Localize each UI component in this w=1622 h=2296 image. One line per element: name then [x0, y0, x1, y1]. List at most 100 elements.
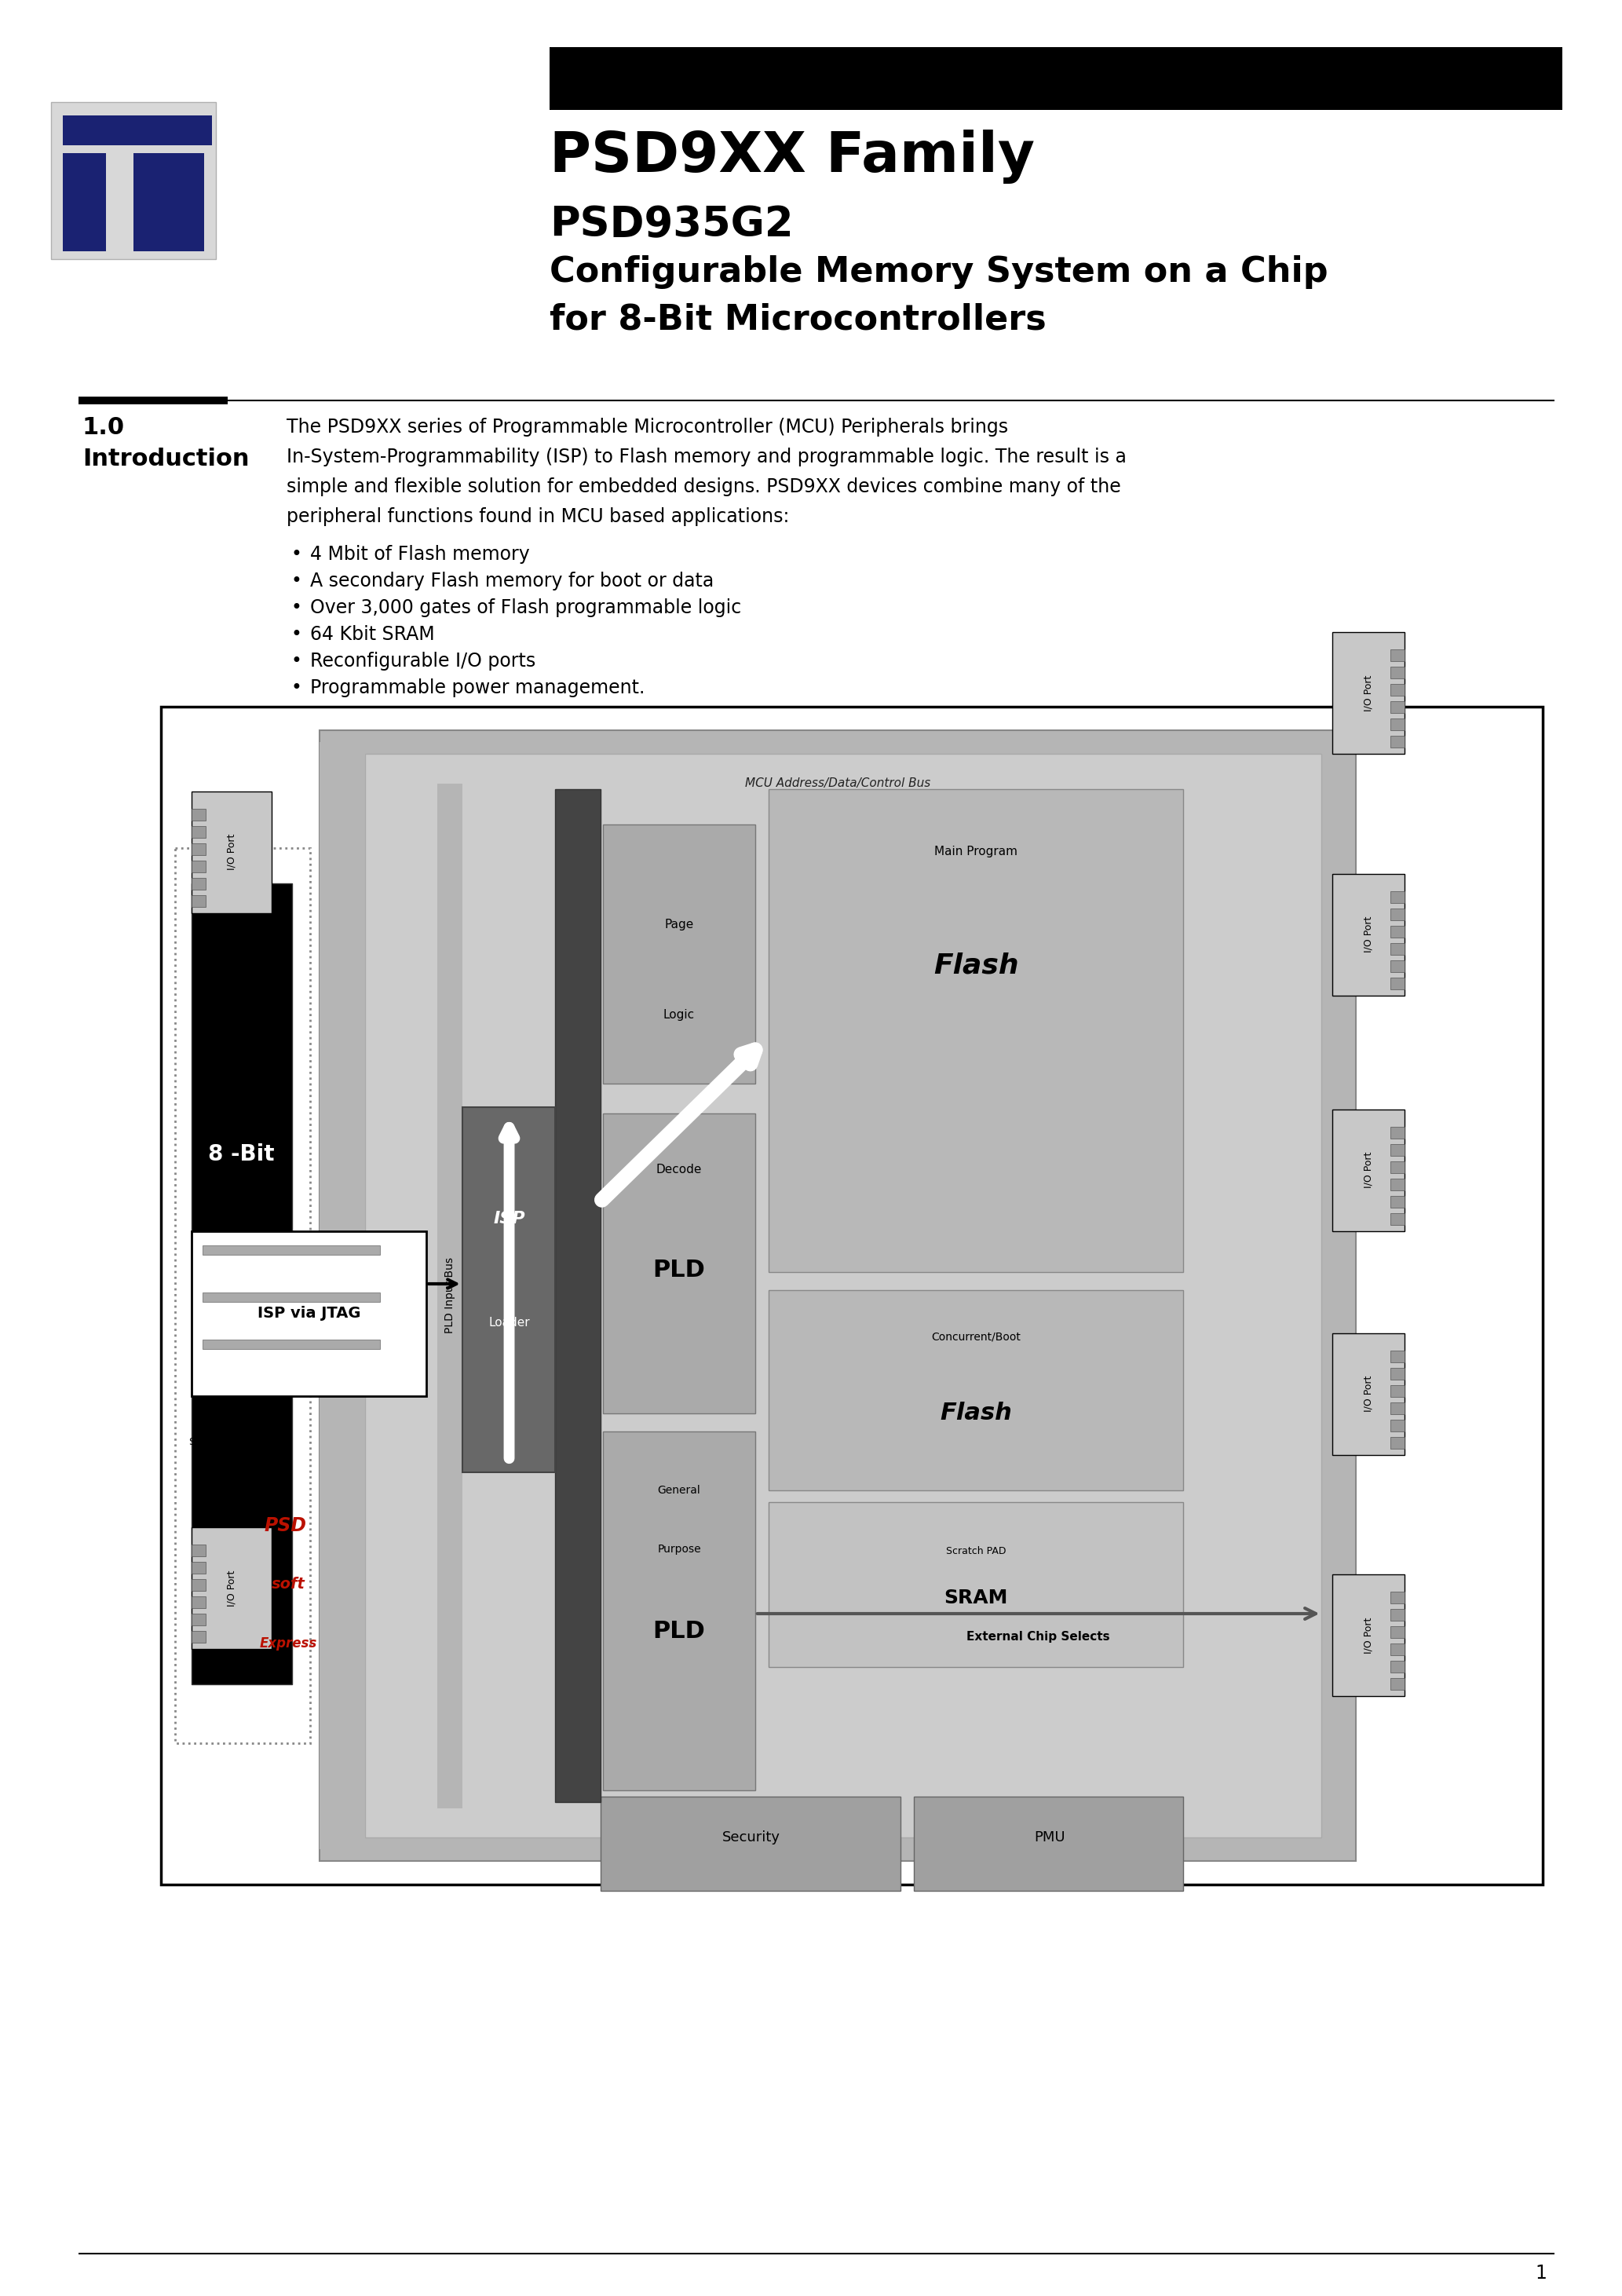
- Bar: [1390, 978, 1405, 990]
- Bar: [203, 1293, 380, 1302]
- Bar: [769, 1502, 1184, 1667]
- Bar: [438, 783, 462, 1807]
- Bar: [320, 742, 365, 1848]
- Text: soft: soft: [271, 1577, 305, 1591]
- Bar: [1390, 909, 1405, 921]
- Text: Logic: Logic: [663, 1010, 694, 1022]
- Text: I/O Port: I/O Port: [1364, 675, 1374, 712]
- Text: Introduction: Introduction: [83, 448, 250, 471]
- Bar: [1390, 735, 1405, 748]
- Text: Supported: Supported: [188, 1437, 240, 1446]
- Text: PSD: PSD: [264, 1515, 307, 1534]
- Text: Express: Express: [260, 1637, 316, 1651]
- Text: Scratch PAD: Scratch PAD: [946, 1545, 1006, 1557]
- Bar: [133, 154, 204, 250]
- Text: Concurrent/Boot: Concurrent/Boot: [931, 1332, 1020, 1343]
- Bar: [1333, 1109, 1405, 1231]
- Text: 64 Kbit SRAM: 64 Kbit SRAM: [310, 625, 435, 643]
- Text: ISP via JTAG: ISP via JTAG: [258, 1306, 360, 1320]
- Bar: [191, 792, 271, 914]
- Bar: [1390, 1350, 1405, 1362]
- Text: Loader: Loader: [488, 1318, 530, 1329]
- Bar: [1333, 1334, 1405, 1456]
- Text: In-System-Programmability (ISP) to Flash memory and programmable logic. The resu: In-System-Programmability (ISP) to Flash…: [287, 448, 1127, 466]
- Bar: [603, 1430, 756, 1791]
- Text: PMU: PMU: [1033, 1830, 1066, 1844]
- Bar: [769, 1290, 1184, 1490]
- Text: Programmable power management.: Programmable power management.: [310, 677, 646, 698]
- Bar: [175, 847, 310, 1743]
- Bar: [1390, 1591, 1405, 1603]
- Text: Decode: Decode: [657, 1164, 702, 1176]
- Text: •: •: [290, 677, 302, 698]
- Bar: [191, 877, 206, 889]
- Bar: [555, 790, 600, 1802]
- Bar: [1390, 684, 1405, 696]
- Bar: [1390, 1178, 1405, 1189]
- Bar: [1390, 700, 1405, 714]
- Text: •: •: [290, 599, 302, 618]
- Text: I/O Port: I/O Port: [227, 833, 237, 870]
- Text: Security: Security: [722, 1830, 780, 1844]
- Text: PLD Input Bus: PLD Input Bus: [444, 1258, 456, 1334]
- Bar: [161, 707, 1543, 1885]
- Text: PLD: PLD: [652, 1621, 706, 1642]
- Text: Flash: Flash: [934, 953, 1019, 978]
- Text: MCU Interface: MCU Interface: [334, 1244, 349, 1348]
- Text: Purpose: Purpose: [657, 1543, 701, 1554]
- Bar: [191, 1545, 206, 1557]
- Text: The PSD9XX series of Programmable Microcontroller (MCU) Peripherals brings: The PSD9XX series of Programmable Microc…: [287, 418, 1009, 436]
- Bar: [1390, 650, 1405, 661]
- Bar: [191, 808, 206, 820]
- Bar: [1390, 719, 1405, 730]
- Bar: [191, 1596, 206, 1607]
- Bar: [365, 753, 1322, 1837]
- Text: Page: Page: [665, 918, 694, 930]
- Text: 1.0: 1.0: [83, 416, 125, 439]
- Text: •: •: [290, 544, 302, 565]
- Bar: [1390, 1660, 1405, 1671]
- Bar: [1390, 1678, 1405, 1690]
- Bar: [320, 730, 1356, 1862]
- Bar: [203, 1339, 380, 1348]
- Text: •: •: [290, 572, 302, 590]
- Text: •: •: [290, 652, 302, 670]
- Text: Reconfigurable I/O ports: Reconfigurable I/O ports: [310, 652, 535, 670]
- Bar: [1390, 1403, 1405, 1414]
- Bar: [191, 1561, 206, 1573]
- Bar: [63, 115, 212, 145]
- Bar: [1390, 925, 1405, 937]
- Bar: [1390, 1384, 1405, 1396]
- Text: I/O Port: I/O Port: [1364, 1616, 1374, 1653]
- Bar: [1390, 1644, 1405, 1655]
- Text: MCU Address/Data/Control Bus: MCU Address/Data/Control Bus: [744, 778, 931, 790]
- Bar: [1390, 1196, 1405, 1208]
- Text: 1: 1: [1534, 2264, 1547, 2282]
- Text: I/O Port: I/O Port: [1364, 1153, 1374, 1189]
- Text: simple and flexible solution for embedded designs. PSD9XX devices combine many o: simple and flexible solution for embedde…: [287, 478, 1121, 496]
- Text: MCU: MCU: [214, 1286, 269, 1306]
- Text: General: General: [657, 1486, 701, 1495]
- Bar: [1390, 1212, 1405, 1224]
- Bar: [1390, 666, 1405, 677]
- Text: I/O Port: I/O Port: [227, 1570, 237, 1607]
- Text: I/O Port: I/O Port: [1364, 916, 1374, 953]
- Bar: [191, 884, 292, 1685]
- Bar: [603, 1114, 756, 1414]
- Text: A secondary Flash memory for boot or data: A secondary Flash memory for boot or dat…: [310, 572, 714, 590]
- Bar: [191, 1580, 206, 1591]
- Text: PLD: PLD: [652, 1258, 706, 1281]
- Text: 8 -Bit: 8 -Bit: [208, 1143, 274, 1166]
- Bar: [1390, 1162, 1405, 1173]
- Text: SRAM: SRAM: [944, 1589, 1009, 1607]
- Bar: [191, 895, 206, 907]
- Text: •: •: [290, 625, 302, 643]
- Text: Flash: Flash: [941, 1403, 1012, 1426]
- Bar: [191, 1614, 206, 1626]
- Bar: [1333, 631, 1405, 753]
- Bar: [600, 1795, 900, 1890]
- Bar: [769, 790, 1184, 1272]
- Text: ISP: ISP: [493, 1212, 526, 1226]
- Text: PSD935G2: PSD935G2: [550, 204, 793, 246]
- Bar: [1390, 1143, 1405, 1155]
